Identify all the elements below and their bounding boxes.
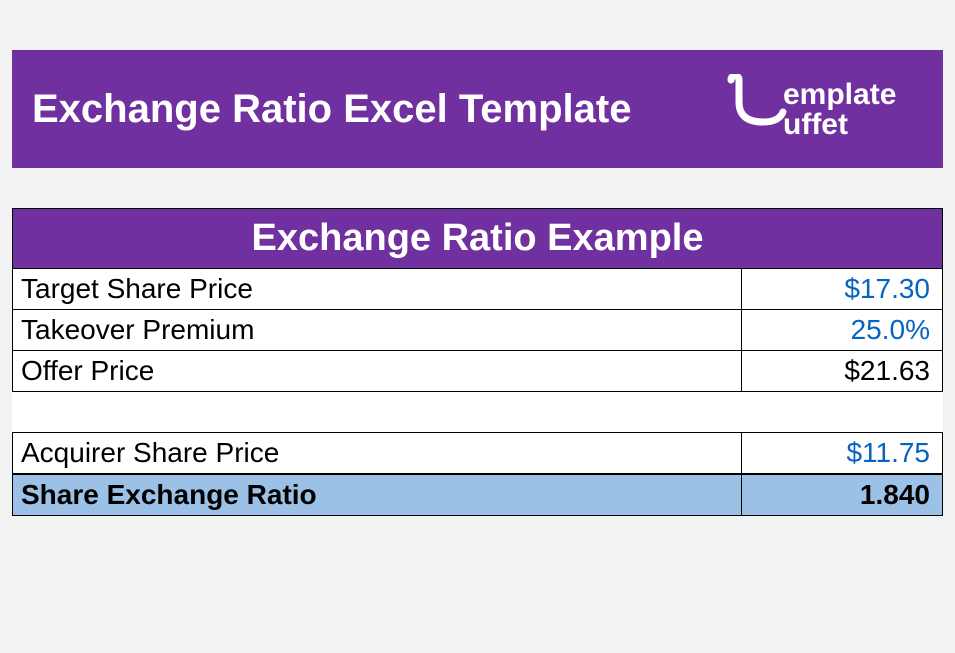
- gap-row: [12, 392, 943, 432]
- value-acquirer-share-price: $11.75: [742, 433, 942, 473]
- header-banner: Exchange Ratio Excel Template emplate uf…: [12, 50, 943, 168]
- label-takeover-premium: Takeover Premium: [13, 310, 742, 350]
- page-title: Exchange Ratio Excel Template: [32, 87, 631, 132]
- value-offer-price: $21.63: [742, 351, 942, 391]
- label-offer-price: Offer Price: [13, 351, 742, 391]
- svg-text:uffet: uffet: [783, 108, 848, 141]
- table-row-exchange-ratio: Share Exchange Ratio 1.840: [12, 474, 943, 516]
- table-row-takeover-premium: Takeover Premium 25.0%: [12, 310, 943, 351]
- table-row-offer-price: Offer Price $21.63: [12, 351, 943, 392]
- section-header: Exchange Ratio Example: [12, 208, 943, 269]
- svg-text:emplate: emplate: [783, 78, 896, 111]
- value-takeover-premium: 25.0%: [742, 310, 942, 350]
- logo: emplate uffet: [723, 74, 923, 144]
- table-row-acquirer-price: Acquirer Share Price $11.75: [12, 432, 943, 474]
- value-share-exchange-ratio: 1.840: [742, 475, 942, 515]
- label-share-exchange-ratio: Share Exchange Ratio: [13, 475, 742, 515]
- table-row-target-price: Target Share Price $17.30: [12, 269, 943, 310]
- label-target-share-price: Target Share Price: [13, 269, 742, 309]
- value-target-share-price: $17.30: [742, 269, 942, 309]
- label-acquirer-share-price: Acquirer Share Price: [13, 433, 742, 473]
